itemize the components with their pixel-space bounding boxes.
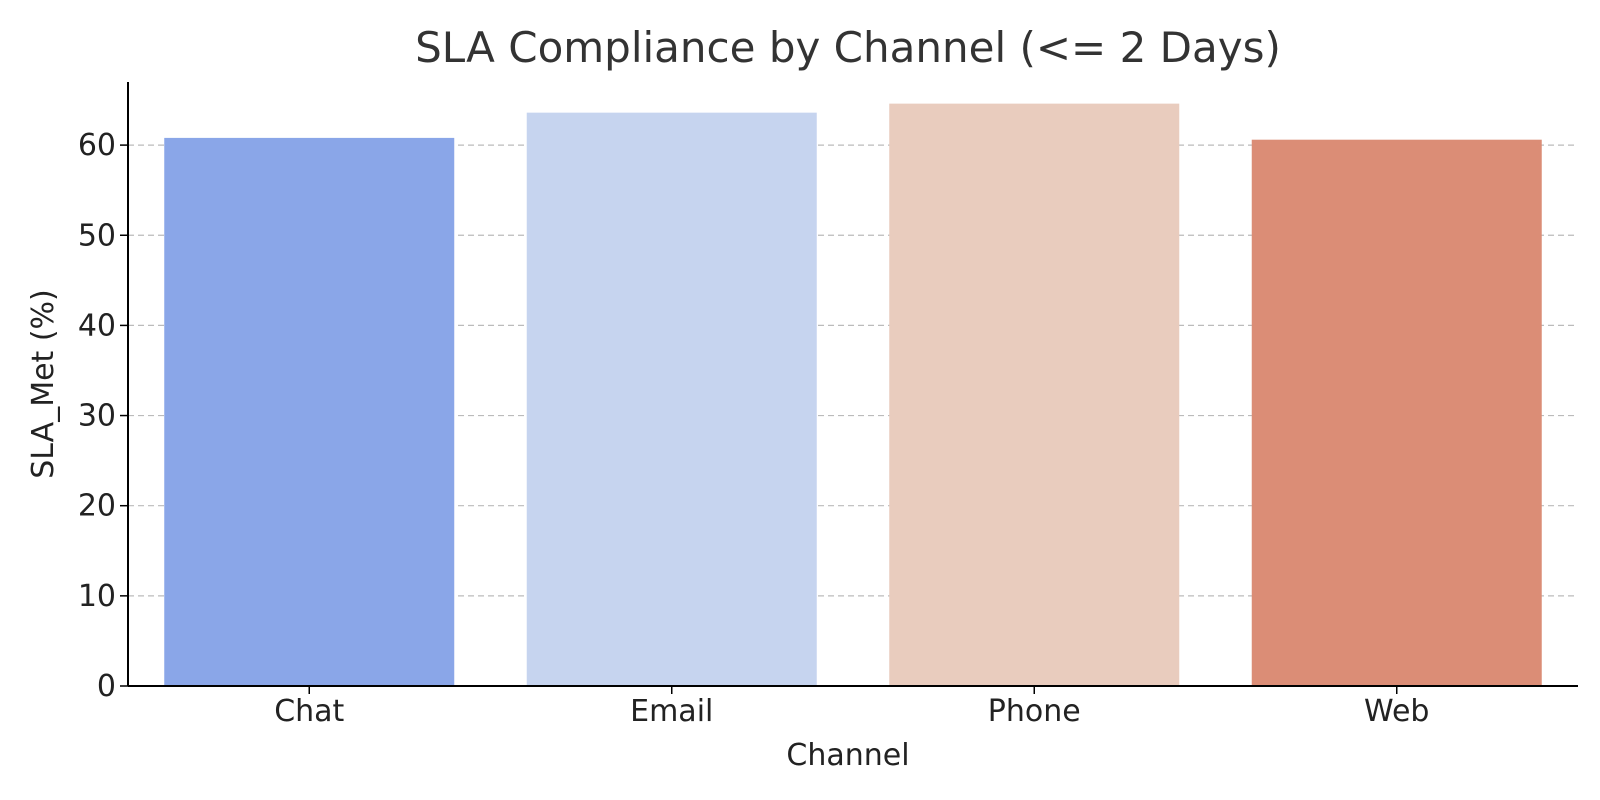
x-tick-label-chat: Chat [274,694,344,729]
x-tick-label-web: Web [1364,694,1429,729]
y-tick-label: 40 [78,308,116,343]
y-tick-label: 50 [78,218,116,253]
bar-email [526,112,817,686]
y-tick-label: 30 [78,399,116,434]
x-tick-label-phone: Phone [988,694,1081,729]
y-tick-label: 60 [78,128,116,163]
y-tick-label: 10 [78,579,116,614]
x-axis: Chat Email Phone Web [128,685,1578,729]
bars [164,103,1542,687]
x-tick-label-email: Email [630,694,713,729]
bar-phone [889,103,1180,687]
chart-title: SLA Compliance by Channel (<= 2 Days) [415,23,1281,72]
y-axis: 0 10 20 30 40 50 60 [78,82,129,704]
x-axis-label: Channel [786,738,909,773]
y-axis-label: SLA_Met (%) [26,289,61,479]
bar-web [1251,139,1542,686]
bar-chat [164,137,455,687]
y-tick-label: 20 [78,489,116,524]
y-tick-label: 0 [97,669,116,704]
